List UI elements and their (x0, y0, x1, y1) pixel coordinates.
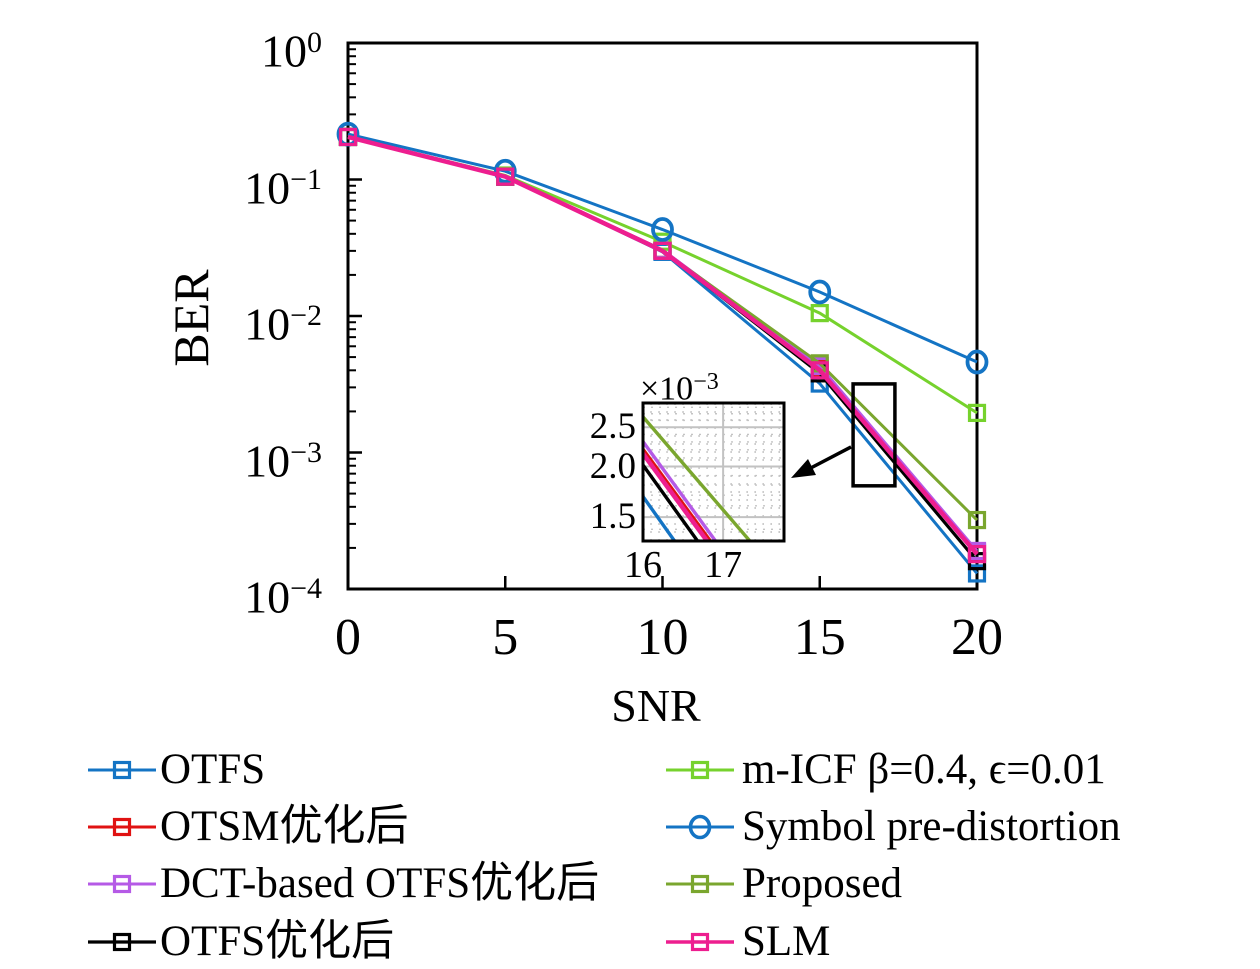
legend-item-label: Proposed (742, 860, 903, 907)
x-axis-title: SNR (611, 680, 701, 731)
legend-item-otfs: OTFS (86, 742, 265, 798)
legend-item-label: m-ICF β=0.4, ϵ=0.01 (742, 746, 1106, 793)
legend-item-symbol-pre-distortion: Symbol pre-distortion (664, 799, 1121, 855)
legend-item-proposed: Proposed (664, 856, 902, 912)
legend-item-label: SLM (742, 918, 831, 965)
legend-marker-square (666, 874, 734, 894)
x-tick-label: 20 (951, 609, 1003, 666)
legend-item-label: OTFS (160, 746, 266, 793)
legend-marker-square (666, 932, 734, 952)
legend-item-dct-based-otfs: DCT-based OTFS优化后 (86, 856, 599, 912)
x-tick-label: 0 (335, 609, 361, 666)
series-lines (336, 121, 989, 583)
series-symbol-pre-distortion (336, 121, 989, 375)
legend-marker-square (88, 817, 156, 837)
legend-marker-square (666, 760, 734, 780)
y-tick-label: 10−2 (244, 298, 322, 350)
zoom-rectangle (851, 382, 897, 488)
legend-marker-square (88, 874, 156, 894)
legend-item-slm: SLM (664, 914, 830, 969)
inset-y-tick-label: 2.5 (589, 406, 636, 448)
legend-item-label: DCT-based OTFS优化后 (160, 860, 600, 907)
inset-plot (641, 401, 786, 543)
inset-x-tick-label: 17 (704, 544, 743, 586)
legend-item-label: Symbol pre-distortion (742, 803, 1121, 850)
callout-arrow (791, 445, 852, 478)
legend-item-otfs: OTFS优化后 (86, 914, 394, 969)
legend-item-otsm: OTSM优化后 (86, 799, 408, 855)
legend-item-label: OTSM优化后 (160, 803, 409, 850)
inset-y-tick-label: 1.5 (589, 496, 636, 538)
x-tick-label: 10 (636, 609, 689, 666)
inset-grid (643, 403, 784, 541)
legend-item-label: OTFS优化后 (160, 918, 395, 965)
x-tick-label: 15 (793, 609, 846, 666)
inset-x-tick-label: 16 (624, 544, 662, 586)
y-tick-label: 100 (261, 25, 322, 77)
y-tick-label: 10−4 (244, 571, 322, 623)
x-tick-label: 5 (492, 609, 519, 666)
legend-marker-square (88, 760, 156, 780)
inset-y-tick-label: 2.0 (589, 445, 636, 487)
legend-item-m-icf-0-4-0-01: m-ICF β=0.4, ϵ=0.01 (664, 742, 1106, 798)
inset-scale-label: ×10−3 (640, 369, 719, 408)
y-tick-label: 10−1 (244, 161, 322, 213)
legend-marker-square (88, 932, 156, 952)
series-slm (338, 127, 987, 564)
plot-axes (346, 41, 979, 591)
legend-marker-circle (666, 814, 734, 840)
y-tick-label: 10−3 (244, 434, 322, 486)
